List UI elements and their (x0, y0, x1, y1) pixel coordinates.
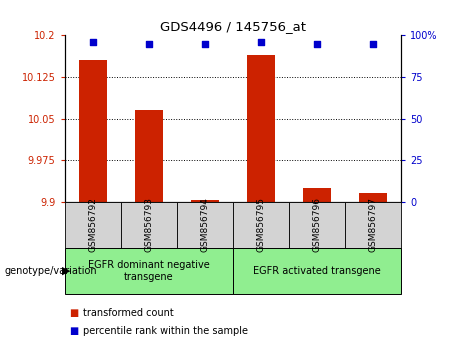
Bar (359, 194, 387, 202)
Text: GSM856795: GSM856795 (256, 197, 266, 252)
Point (89, 39, 96, 45)
Point (145, 41, 152, 47)
Text: transformed count: transformed count (83, 308, 174, 318)
Point (257, 39, 265, 45)
Text: GSM856796: GSM856796 (313, 197, 321, 252)
Bar (303, 188, 331, 202)
Point (369, 41, 377, 47)
Bar (247, 55, 275, 202)
Bar (78, 60, 106, 202)
Text: genotype/variation: genotype/variation (5, 266, 97, 276)
Text: EGFR activated transgene: EGFR activated transgene (253, 266, 381, 276)
Text: ■: ■ (69, 308, 78, 318)
Title: GDS4496 / 145756_at: GDS4496 / 145756_at (160, 20, 306, 33)
Text: GSM856792: GSM856792 (88, 197, 97, 252)
Text: EGFR dominant negative
transgene: EGFR dominant negative transgene (88, 260, 210, 282)
Bar (191, 200, 219, 202)
Point (313, 41, 321, 47)
Text: percentile rank within the sample: percentile rank within the sample (83, 326, 248, 336)
Point (201, 41, 208, 47)
Bar (135, 110, 163, 202)
Text: GSM856794: GSM856794 (200, 197, 209, 252)
Text: ■: ■ (69, 326, 78, 336)
Text: GSM856797: GSM856797 (368, 197, 378, 252)
Text: ▶: ▶ (62, 266, 71, 276)
Text: GSM856793: GSM856793 (144, 197, 153, 252)
